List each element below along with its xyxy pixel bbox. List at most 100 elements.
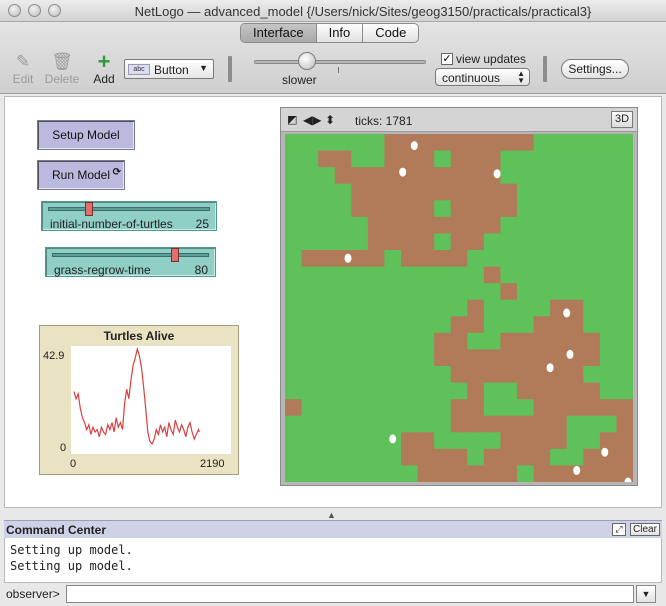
3d-view-button[interactable]: 3D — [611, 111, 633, 128]
grass-patch — [417, 415, 435, 433]
command-input-field[interactable] — [67, 586, 633, 602]
dirt-patch — [401, 233, 419, 251]
grass-patch — [285, 465, 303, 482]
grass-patch — [301, 233, 319, 251]
dirt-patch — [367, 167, 385, 185]
dirt-patch — [401, 183, 419, 201]
arrows-vertical-icon[interactable]: ⬍ — [325, 113, 336, 127]
grass-patch — [285, 183, 303, 201]
grass-patch — [318, 465, 336, 482]
world-canvas[interactable] — [285, 134, 633, 482]
dirt-patch — [500, 465, 518, 482]
initial-number-of-turtles-slider[interactable]: initial-number-of-turtles 25 — [41, 201, 217, 231]
collapse-handle-icon[interactable]: ▲ — [327, 510, 336, 520]
history-dropdown-icon[interactable]: ▼ — [636, 585, 656, 603]
run-model-button[interactable]: Run Model ⟳ — [37, 160, 125, 190]
grass-patch — [301, 183, 319, 201]
command-input[interactable] — [66, 585, 634, 603]
tab-interface[interactable]: Interface — [241, 24, 317, 42]
delete-button[interactable]: 🗑 Delete — [42, 52, 82, 86]
grass-patch — [351, 299, 369, 317]
turtle — [624, 477, 632, 482]
slider-thumb[interactable] — [171, 248, 180, 262]
dirt-patch — [467, 399, 485, 417]
grass-patch — [616, 167, 633, 185]
speed-slider-track[interactable] — [254, 60, 426, 64]
turtles-alive-plot: Turtles Alive 42.9 0 0 2190 — [39, 325, 239, 475]
grass-patch — [384, 316, 402, 334]
zoom-window-button[interactable] — [48, 4, 61, 17]
grass-patch — [351, 283, 369, 301]
world-view: ◩ ◀▶ ⬍ ticks: 1781 3D — [280, 107, 638, 486]
view-updates-checkbox[interactable]: ✓ — [441, 53, 453, 65]
edit-button[interactable]: ✎ Edit — [3, 52, 43, 86]
dirt-patch — [351, 183, 369, 201]
plus-icon: + — [97, 49, 111, 74]
grass-patch — [583, 150, 601, 168]
dirt-patch — [434, 134, 452, 152]
output-line: Setting up model. — [10, 559, 133, 573]
grass-patch — [583, 266, 601, 284]
add-button[interactable]: + Add — [84, 49, 124, 87]
grass-patch — [401, 316, 419, 334]
grass-patch — [384, 266, 402, 284]
dirt-patch — [550, 366, 568, 384]
tab-bar: Interface Info Code — [240, 23, 420, 43]
grass-patch — [285, 366, 303, 384]
turtle — [410, 141, 418, 151]
grass-regrow-time-slider[interactable]: grass-regrow-time 80 — [45, 247, 216, 277]
grass-patch — [500, 316, 518, 334]
arrows-horizontal-icon[interactable]: ◀▶ — [303, 113, 322, 127]
turtle — [566, 349, 574, 359]
dirt-patch — [583, 448, 601, 466]
tab-code[interactable]: Code — [375, 25, 407, 40]
dirt-patch — [533, 366, 551, 384]
clear-button[interactable]: Clear — [630, 523, 660, 536]
grass-patch — [533, 250, 551, 268]
turtle — [601, 447, 609, 457]
grass-patch — [583, 134, 601, 152]
dirt-patch — [450, 332, 468, 350]
slider-thumb[interactable] — [84, 202, 93, 216]
observer-prompt[interactable]: observer> — [6, 587, 60, 601]
dirt-patch — [467, 316, 485, 334]
grass-patch — [351, 134, 369, 152]
grass-patch — [301, 299, 319, 317]
edit-view-icon[interactable]: ◩ — [287, 114, 298, 126]
close-window-button[interactable] — [8, 4, 21, 17]
dirt-patch — [483, 465, 501, 482]
grass-patch — [334, 316, 352, 334]
tab-info[interactable]: Info — [317, 24, 364, 42]
dirt-patch — [500, 432, 518, 450]
grass-patch — [285, 332, 303, 350]
dirt-patch — [483, 448, 501, 466]
grass-patch — [533, 150, 551, 168]
grass-patch — [417, 399, 435, 417]
interface-workspace: Setup Model Run Model ⟳ initial-number-o… — [4, 96, 662, 508]
dirt-patch — [384, 233, 402, 251]
setup-model-button[interactable]: Setup Model — [37, 120, 135, 150]
grass-patch — [566, 150, 584, 168]
minimize-window-button[interactable] — [28, 4, 41, 17]
settings-button[interactable]: Settings... — [561, 59, 629, 79]
widget-type-select[interactable]: abc Button ▼ — [124, 59, 214, 79]
dirt-patch — [334, 150, 352, 168]
grass-patch — [384, 332, 402, 350]
speed-slider-thumb[interactable] — [298, 52, 316, 70]
plot-ymax-label: 42.9 — [43, 350, 65, 362]
grass-patch — [450, 432, 468, 450]
grass-patch — [301, 167, 319, 185]
grass-patch — [616, 332, 633, 350]
expand-icon[interactable]: ⤢ — [612, 523, 626, 536]
grass-patch — [351, 233, 369, 251]
grass-patch — [318, 382, 336, 400]
grass-patch — [318, 216, 336, 234]
grass-patch — [334, 332, 352, 350]
grass-patch — [351, 150, 369, 168]
dirt-patch — [533, 349, 551, 367]
dirt-patch — [401, 250, 419, 268]
dirt-patch — [517, 448, 535, 466]
grass-patch — [351, 415, 369, 433]
update-mode-select[interactable]: continuous ▲ ▼ — [435, 68, 530, 86]
plot-ymin-label: 0 — [60, 442, 67, 454]
